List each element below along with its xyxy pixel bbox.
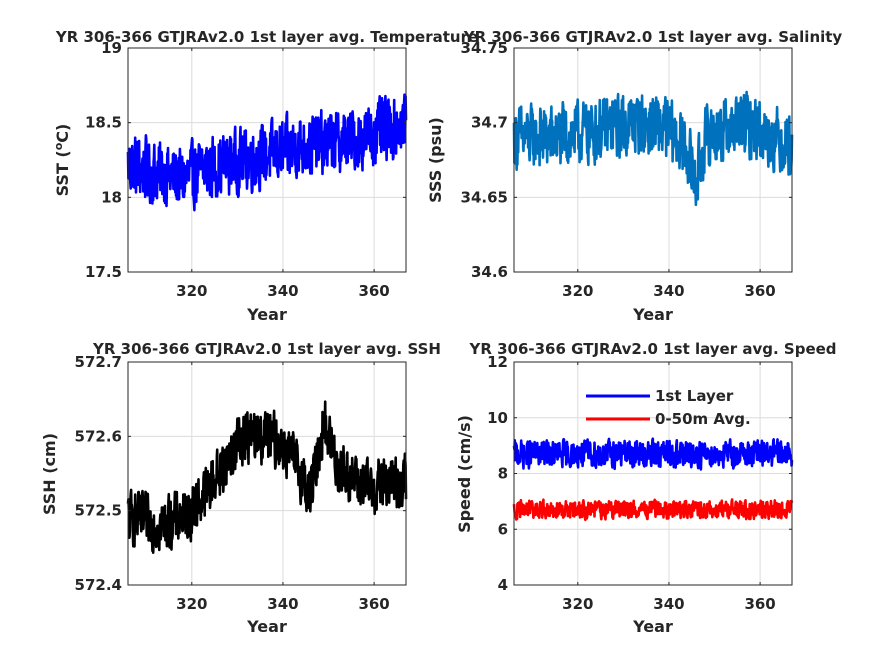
chart-title: YR 306-366 GTJRAv2.0 1st layer avg. Spee… [468, 340, 836, 358]
y-tick-label: 572.4 [75, 576, 122, 594]
y-tick-labels: 34.6 34.65 34.7 34.75 [461, 39, 508, 281]
legend-label-0-50m-avg: 0-50m Avg. [655, 410, 751, 428]
y-tick-label: 6 [498, 520, 508, 538]
y-tick-label: 34.65 [461, 188, 508, 206]
chart-title: YR 306-366 GTJRAv2.0 1st layer avg. Temp… [55, 28, 478, 46]
y-axis-label-unit: C) [53, 124, 72, 143]
chart-title: YR 306-366 GTJRAv2.0 1st layer avg. SSH [92, 340, 441, 358]
legend: 1st Layer 0-50m Avg. [586, 387, 751, 428]
x-tick-labels: 320 340 360 [562, 282, 776, 300]
x-tick-label: 320 [562, 282, 593, 300]
series-line-1st-layer [512, 437, 794, 471]
y-axis-label-base: SST ( [53, 150, 72, 196]
panel-salinity: 320 340 360 34.6 34.65 34.7 34.75 YR 306-366 … [426, 28, 842, 324]
series-line-0-50m-avg [512, 498, 794, 522]
x-tick-label: 360 [358, 595, 389, 613]
x-axis-label: Year [632, 617, 673, 636]
y-tick-label: 18.5 [85, 114, 122, 132]
x-tick-label: 320 [176, 282, 207, 300]
x-tick-label: 320 [562, 595, 593, 613]
y-tick-label: 12 [487, 353, 508, 371]
legend-label-1st-layer: 1st Layer [655, 387, 734, 405]
x-tick-label: 360 [358, 282, 389, 300]
panel-ssh: 320 340 360 572.4 572.5 572.6 572.7 YR 306-36… [40, 340, 441, 636]
x-tick-label: 340 [267, 595, 298, 613]
series-line-series-1 [512, 90, 794, 207]
y-tick-label: 19 [101, 39, 122, 57]
axes-box [127, 361, 407, 586]
y-axis-label-degree: o [52, 142, 65, 150]
y-tick-labels: 572.4 572.5 572.6 572.7 [75, 353, 122, 594]
y-tick-label: 4 [498, 576, 508, 594]
y-tick-label: 8 [498, 465, 508, 483]
y-axis-label: SSH (cm) [40, 433, 59, 515]
x-axis-label: Year [246, 305, 287, 324]
y-tick-label: 18 [101, 188, 122, 206]
axes-box [513, 47, 793, 273]
plot [126, 400, 408, 555]
x-tick-labels: 320 340 360 [176, 595, 390, 613]
panel-speed: 320 340 360 4 6 8 10 12 YR 306-366 GTJRAv2.0 1… [455, 340, 837, 636]
y-tick-label: 572.5 [75, 502, 122, 520]
y-axis-label: SST (oC) [52, 124, 72, 197]
plot [512, 437, 794, 522]
plot [512, 90, 794, 207]
y-tick-label: 34.75 [461, 39, 508, 57]
y-tick-labels: 4 6 8 10 12 [487, 353, 508, 594]
y-tick-label: 17.5 [85, 263, 122, 281]
plot [126, 93, 408, 212]
axes-box [127, 47, 407, 273]
y-axis-label: Speed (cm/s) [455, 415, 474, 533]
x-tick-label: 320 [176, 595, 207, 613]
y-tick-label: 34.6 [471, 263, 508, 281]
y-tick-label: 34.7 [471, 114, 508, 132]
x-tick-labels: 320 340 360 [176, 282, 390, 300]
y-tick-label: 10 [487, 409, 508, 427]
series-line-series-1 [126, 93, 408, 212]
panel-temperature: 320 340 360 17.5 18 18.5 19 YR 306-366 GTJRAv… [52, 28, 478, 324]
y-tick-label: 572.7 [75, 353, 122, 371]
series-line-series-1 [126, 400, 408, 555]
x-tick-label: 340 [653, 595, 684, 613]
x-tick-label: 360 [744, 595, 775, 613]
x-tick-label: 340 [267, 282, 298, 300]
x-tick-label: 360 [744, 282, 775, 300]
y-tick-label: 572.6 [75, 427, 122, 445]
x-axis-label: Year [632, 305, 673, 324]
chart-title: YR 306-366 GTJRAv2.0 1st layer avg. Sali… [463, 28, 843, 46]
x-axis-label: Year [246, 617, 287, 636]
y-axis-label: SSS (psu) [426, 117, 445, 203]
x-tick-labels: 320 340 360 [562, 595, 776, 613]
x-tick-label: 340 [653, 282, 684, 300]
y-tick-labels: 17.5 18 18.5 19 [85, 39, 122, 281]
